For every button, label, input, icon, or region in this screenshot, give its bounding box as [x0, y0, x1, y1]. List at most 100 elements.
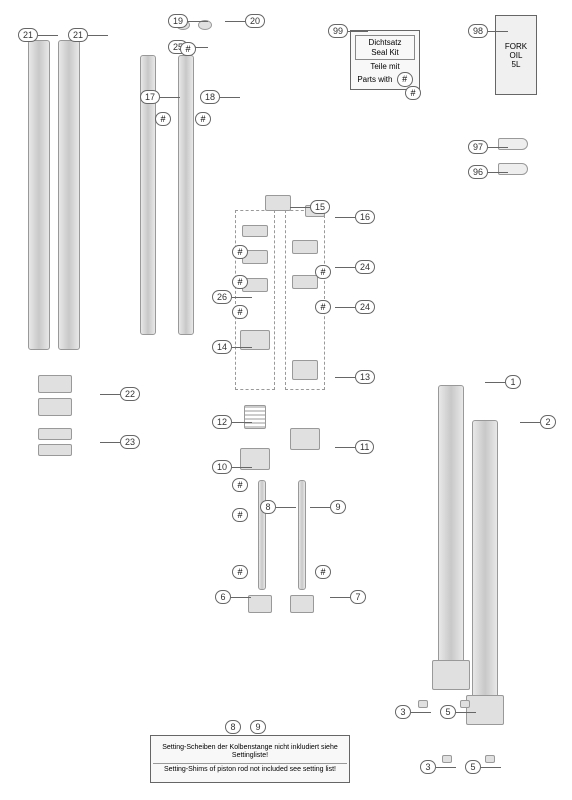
hash-mark: #: [195, 112, 211, 126]
callout-lead: [100, 394, 120, 395]
callout-bubble: 3: [395, 705, 411, 719]
piston-rod-9: [298, 480, 306, 590]
callout-bubble: 13: [355, 370, 375, 384]
bushing-22b: [38, 398, 72, 416]
callout-lead: [335, 267, 355, 268]
oil-label-1: FORK: [498, 42, 534, 51]
setting-note-box: Setting-Scheiben der Kolbenstange nicht …: [150, 735, 350, 783]
callout-bubble: 12: [212, 415, 232, 429]
hash-mark: #: [232, 245, 248, 259]
callout-bubble: 9: [250, 720, 266, 734]
hash-mark: #: [232, 478, 248, 492]
callout-bubble: 22: [120, 387, 140, 401]
callout-7: 7: [330, 590, 366, 604]
callout-lead: [335, 217, 355, 218]
hash-mark: #: [315, 265, 331, 279]
callout-bubble: 11: [355, 440, 374, 454]
callout-17: 17: [140, 90, 180, 104]
callout-lead: [290, 207, 310, 208]
seal-kit-box: Dichtsatz Seal Kit Teile mit Parts with …: [350, 30, 420, 90]
callout-5: 5: [465, 760, 501, 774]
callout-lead: [310, 507, 330, 508]
callout-26: 26: [212, 290, 252, 304]
seal-kit-sub-en: Parts with: [357, 75, 392, 84]
callout-lead: [232, 347, 252, 348]
callout-bubble: 19: [168, 14, 188, 28]
callout-lead: [481, 767, 501, 768]
valve-stack-l1: [242, 225, 268, 237]
hash-mark: #: [232, 275, 248, 289]
callout-lead: [330, 597, 350, 598]
hash-mark: #: [180, 42, 196, 56]
callout-lead: [232, 467, 252, 468]
callout-9: 9: [310, 500, 346, 514]
hash-mark: #: [232, 508, 248, 522]
callout-bubble: 15: [310, 200, 330, 214]
hash-mark: #: [155, 112, 171, 126]
hash-mark: #: [232, 305, 248, 319]
callout-13: 13: [335, 370, 375, 384]
inner-tube-18: [178, 55, 194, 335]
callout-6: 6: [215, 590, 251, 604]
callout-bubble: 20: [245, 14, 265, 28]
callout-bubble: 17: [140, 90, 160, 104]
outer-tube-right: [58, 40, 80, 350]
callout-bubble: 96: [468, 165, 488, 179]
callout-lead: [411, 712, 431, 713]
callout-19: 19: [168, 14, 208, 28]
fork-leg-2: [472, 420, 498, 700]
bushing-22a: [38, 375, 72, 393]
callout-8: 8: [225, 720, 241, 734]
callout-bubble: 9: [330, 500, 346, 514]
seal-23a: [38, 428, 72, 440]
callout-lead: [232, 422, 252, 423]
hash-mark: #: [405, 86, 421, 100]
valve-13: [292, 360, 318, 380]
valve-stack-r1: [292, 240, 318, 254]
callout-24: 24: [335, 300, 375, 314]
callout-16: 16: [335, 210, 375, 224]
callout-lead: [335, 307, 355, 308]
callout-lead: [38, 35, 58, 36]
callout-3: 3: [395, 705, 431, 719]
callout-lead: [276, 507, 296, 508]
callout-lead: [220, 97, 240, 98]
axle-lug-1: [432, 660, 470, 690]
hash-mark: #: [315, 300, 331, 314]
callout-lead: [335, 447, 355, 448]
callout-lead: [485, 382, 505, 383]
callout-97: 97: [468, 140, 508, 154]
valve-stack-r2: [292, 275, 318, 289]
fork-leg-1: [438, 385, 464, 665]
callout-5: 5: [440, 705, 476, 719]
callout-bubble: 5: [465, 760, 481, 774]
callout-lead: [348, 31, 368, 32]
callout-bubble: 99: [328, 24, 348, 38]
callout-12: 12: [212, 415, 252, 429]
callout-14: 14: [212, 340, 252, 354]
callout-bubble: 97: [468, 140, 488, 154]
callout-lead: [520, 422, 540, 423]
callout-1: 1: [485, 375, 521, 389]
callout-lead: [488, 147, 508, 148]
callout-98: 98: [468, 24, 508, 38]
callout-11: 11: [335, 440, 374, 454]
callout-lead: [188, 21, 208, 22]
callout-lead: [488, 31, 508, 32]
callout-2: 2: [520, 415, 556, 429]
callout-21: 21: [68, 28, 108, 42]
callout-bubble: 23: [120, 435, 140, 449]
callout-bubble: 7: [350, 590, 366, 604]
callout-bubble: 24: [355, 260, 375, 274]
callout-8: 8: [260, 500, 296, 514]
nut-7: [290, 595, 314, 613]
callout-lead: [232, 297, 252, 298]
callout-10: 10: [212, 460, 252, 474]
callout-lead: [436, 767, 456, 768]
callout-15: 15: [290, 200, 330, 214]
hash-mark: #: [232, 565, 248, 579]
oil-label-2: OIL: [498, 51, 534, 60]
callout-21: 21: [18, 28, 58, 42]
callout-bubble: 21: [68, 28, 88, 42]
callout-bubble: 2: [540, 415, 556, 429]
